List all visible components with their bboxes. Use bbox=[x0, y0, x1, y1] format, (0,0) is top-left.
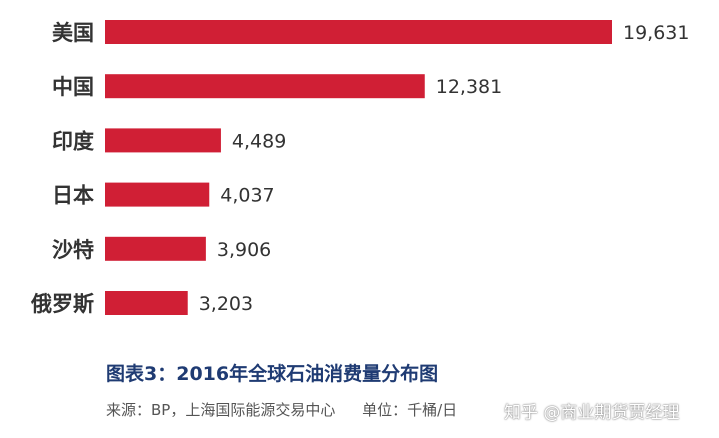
bar bbox=[105, 20, 612, 44]
category-label: 印度 bbox=[52, 129, 94, 153]
data-label: 3,906 bbox=[217, 239, 271, 261]
bar bbox=[105, 236, 206, 261]
data-label: 4,489 bbox=[232, 130, 286, 152]
data-label: 12,381 bbox=[436, 76, 502, 98]
watermark: 知乎 @商业期货贾经理 bbox=[504, 403, 680, 423]
bar bbox=[105, 128, 221, 153]
bar bbox=[105, 74, 425, 99]
unit-text: 单位：千桶/日 bbox=[362, 401, 458, 419]
chart-source: 来源：BP，上海国际能源交易中心 单位：千桶/日 bbox=[106, 399, 457, 420]
bar bbox=[105, 291, 188, 315]
category-label: 美国 bbox=[52, 21, 94, 45]
category-label: 俄罗斯 bbox=[30, 292, 94, 316]
data-label: 19,631 bbox=[623, 22, 689, 44]
chart-title: 图表3：2016年全球石油消费量分布图 bbox=[106, 363, 439, 385]
category-label: 中国 bbox=[52, 75, 94, 99]
bar-chart: 美国 19,631 中国 12,381 印度 4,489 日本 4,037 沙特 3,906 俄罗斯… bbox=[30, 20, 689, 316]
category-label: 沙特 bbox=[52, 238, 94, 262]
data-label: 4,037 bbox=[220, 185, 274, 207]
source-text: 来源：BP，上海国际能源交易中心 bbox=[106, 401, 336, 419]
data-label: 3,203 bbox=[199, 293, 253, 315]
category-label: 日本 bbox=[52, 184, 94, 208]
bar bbox=[105, 182, 210, 207]
